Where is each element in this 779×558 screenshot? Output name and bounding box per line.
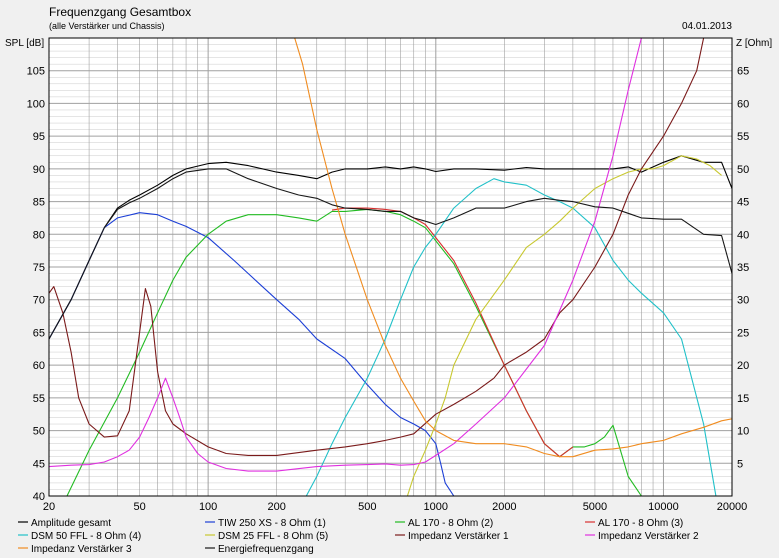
series-line-7 [49,38,705,456]
legend-label: Impedanz Verstärker 1 [408,531,509,542]
legend-label: DSM 25 FFL - 8 Ohm (5) [218,531,328,542]
y-right-tick-label: 50 [737,164,749,176]
series-line-4 [331,207,574,458]
x-tick-label: 2000 [492,501,516,513]
series-line-8 [49,38,732,472]
y-right-tick-label: 15 [737,393,749,405]
y-left-tick-label: 50 [33,426,45,438]
y-left-tick-label: 55 [33,393,45,405]
y-left-tick-label: 95 [33,131,45,143]
legend-label: TIW 250 XS - 8 Ohm (1) [218,518,326,529]
y-left-tick-label: 70 [33,295,45,307]
chart-title: Frequenzgang Gesamtbox [49,5,191,19]
y-axis-left-label: SPL [dB] [5,38,44,49]
y-right-tick-label: 5 [737,458,743,470]
y-right-tick-label: 65 [737,66,749,78]
series-line-3 [66,208,642,496]
y-right-tick-label: 20 [737,360,749,372]
series-line-2 [49,212,455,496]
legend-label: AL 170 - 8 Ohm (2) [408,518,493,529]
plot-border [48,37,733,497]
y-right-tick-label: 35 [737,262,749,274]
series-line-6 [406,155,722,496]
legend-label: AL 170 - 8 Ohm (3) [598,518,683,529]
tick-labels: 20 50 100 200 500 1000 2000 5000 10000 20000 40 45 5… [27,66,750,513]
x-tick-label: 5000 [583,501,607,513]
y-left-tick-label: 100 [27,98,45,110]
legend: Amplitude gesamt TIW 250 XS - 8 Ohm (1) AL… [18,518,699,555]
chart-subtitle: (alle Verstärker und Chassis) [49,21,165,31]
y-right-tick-label: 30 [737,295,749,307]
y-left-tick-label: 90 [33,164,45,176]
series-lines [49,38,732,496]
x-tick-label: 200 [267,501,285,513]
series-line-1 [49,155,732,340]
x-tick-label: 1000 [424,501,448,513]
x-tick-label: 10000 [648,501,679,513]
y-right-tick-label: 10 [737,426,749,438]
grid-lines [49,38,732,496]
y-left-tick-label: 105 [27,66,45,78]
y-right-tick-label: 45 [737,197,749,209]
y-left-tick-label: 40 [33,491,45,503]
series-line-5 [305,178,717,496]
series-line-10 [49,168,732,340]
series-line-9 [294,38,732,458]
y-right-tick-label: 60 [737,98,749,110]
y-left-tick-label: 80 [33,229,45,241]
y-left-tick-label: 45 [33,458,45,470]
x-tick-label: 500 [358,501,376,513]
y-right-tick-label: 25 [737,327,749,339]
legend-label: DSM 50 FFL - 8 Ohm (4) [31,531,141,542]
x-tick-label: 100 [199,501,217,513]
x-tick-label: 20 [43,501,55,513]
x-tick-label: 20000 [717,501,748,513]
y-left-tick-label: 60 [33,360,45,372]
y-axis-right-label: Z [Ohm] [736,38,772,49]
legend-label: Impedanz Verstärker 2 [598,531,699,542]
y-right-tick-label: 55 [737,131,749,143]
y-left-tick-label: 85 [33,197,45,209]
y-right-tick-label: 40 [737,229,749,241]
legend-label: Energiefrequenzgang [218,544,314,555]
legend-label: Amplitude gesamt [31,518,111,529]
chart-date: 04.01.2013 [682,21,732,32]
legend-label: Impedanz Verstärker 3 [31,544,132,555]
x-tick-label: 50 [133,501,145,513]
y-left-tick-label: 75 [33,262,45,274]
y-left-tick-label: 65 [33,327,45,339]
